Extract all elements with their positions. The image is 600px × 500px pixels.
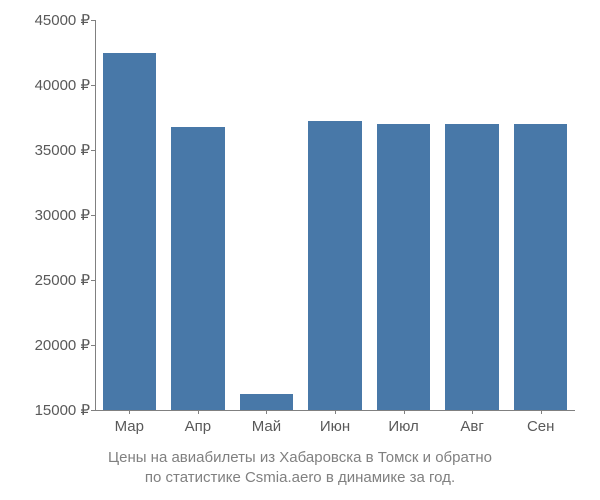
x-tick-label: Апр (185, 418, 211, 435)
y-tick-mark (91, 280, 95, 281)
y-tick-mark (91, 410, 95, 411)
y-tick-label: 35000 ₽ (10, 141, 90, 159)
x-tick-label: Май (252, 418, 281, 435)
bar (308, 121, 361, 410)
bar (103, 53, 156, 411)
bar (445, 124, 498, 410)
plot-area (95, 20, 575, 410)
y-tick-label: 45000 ₽ (10, 11, 90, 29)
y-tick-label: 30000 ₽ (10, 206, 90, 224)
bar (514, 124, 567, 410)
x-tick-mark (404, 410, 405, 414)
x-tick-mark (472, 410, 473, 414)
x-tick-mark (541, 410, 542, 414)
y-tick-label: 20000 ₽ (10, 336, 90, 354)
bar (377, 124, 430, 410)
caption-line-1: Цены на авиабилеты из Хабаровска в Томск… (108, 449, 492, 466)
x-tick-label: Авг (460, 418, 483, 435)
x-tick-mark (198, 410, 199, 414)
x-tick-label: Мар (115, 418, 144, 435)
x-tick-mark (266, 410, 267, 414)
y-tick-mark (91, 345, 95, 346)
price-chart: 15000 ₽ 20000 ₽ 25000 ₽ 30000 ₽ 35000 ₽ 40000… (0, 0, 600, 500)
bars-container (95, 20, 575, 410)
chart-caption: Цены на авиабилеты из Хабаровска в Томск… (0, 448, 600, 489)
y-tick-mark (91, 85, 95, 86)
y-tick-mark (91, 150, 95, 151)
x-tick-mark (129, 410, 130, 414)
bar (240, 394, 293, 410)
bar (171, 127, 224, 410)
x-tick-mark (335, 410, 336, 414)
y-tick-label: 40000 ₽ (10, 76, 90, 94)
y-tick-label: 25000 ₽ (10, 271, 90, 289)
caption-line-2: по статистике Csmia.aero в динамике за г… (145, 469, 455, 486)
y-tick-label: 15000 ₽ (10, 401, 90, 419)
y-tick-mark (91, 20, 95, 21)
x-tick-label: Июл (388, 418, 418, 435)
x-tick-label: Сен (527, 418, 554, 435)
y-tick-mark (91, 215, 95, 216)
x-tick-label: Июн (320, 418, 350, 435)
